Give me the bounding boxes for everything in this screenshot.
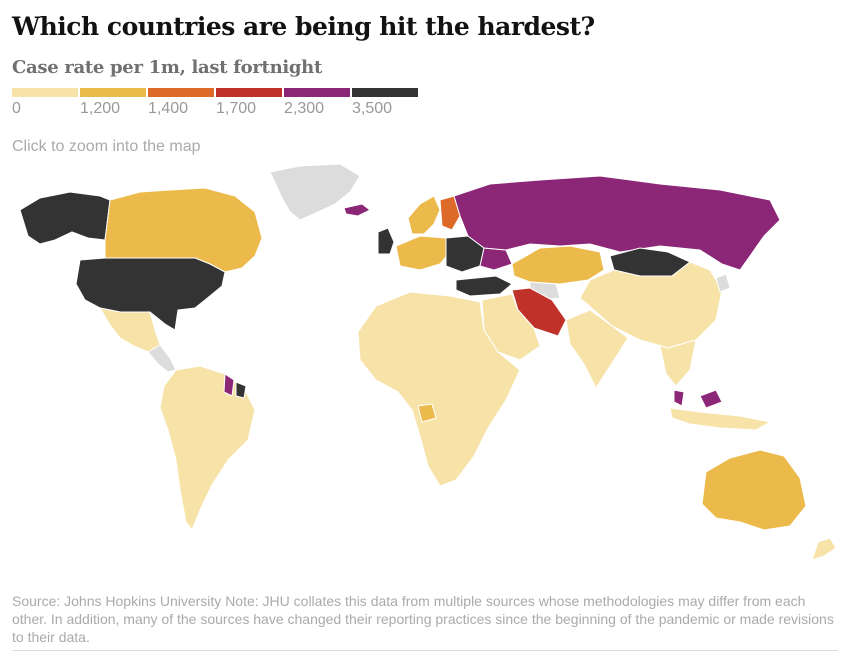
region-mexico[interactable] (99, 307, 161, 353)
map-title: Which countries are being hit the hardes… (12, 12, 595, 41)
region-indonesia[interactable] (669, 407, 771, 431)
region-kazakhstan[interactable] (511, 245, 605, 285)
legend-label: 1,700 (216, 100, 257, 117)
color-legend: 0 1,200 1,400 1,700 2,300 3,500 (12, 88, 422, 120)
legend-swatch (148, 88, 214, 97)
region-southeast-asia[interactable] (639, 339, 697, 387)
region-north-korea[interactable] (715, 273, 731, 293)
legend-label: 1,400 (148, 100, 189, 117)
legend-label: 0 (12, 100, 21, 117)
region-iceland[interactable] (343, 203, 371, 217)
region-india[interactable] (565, 309, 629, 389)
region-guyana[interactable] (223, 373, 235, 397)
region-alaska[interactable] (19, 191, 111, 245)
world-map[interactable] (0, 160, 848, 590)
region-gabon[interactable] (417, 403, 437, 423)
legend-swatch (12, 88, 78, 97)
legend-swatch (352, 88, 418, 97)
region-china[interactable] (579, 261, 723, 349)
map-subtitle: Case rate per 1m, last fortnight (12, 57, 322, 78)
legend-swatch (216, 88, 282, 97)
legend-label: 2,300 (284, 100, 325, 117)
legend-label: 3,500 (352, 100, 393, 117)
region-united-states[interactable] (75, 257, 226, 331)
map-svg[interactable] (0, 160, 848, 590)
legend-swatch (80, 88, 146, 97)
region-scandinavia[interactable] (407, 195, 441, 235)
region-malaysia[interactable] (673, 389, 723, 409)
region-australia[interactable] (701, 449, 807, 531)
legend-swatch (284, 88, 350, 97)
zoom-hint: Click to zoom into the map (12, 138, 201, 155)
region-united-kingdom[interactable] (377, 227, 395, 255)
region-french-guiana[interactable] (235, 381, 247, 399)
source-note: Source: Johns Hopkins University Note: J… (12, 592, 838, 651)
region-russia[interactable] (453, 175, 781, 271)
region-central-europe[interactable] (395, 235, 451, 271)
region-finland[interactable] (439, 195, 461, 231)
region-africa[interactable] (357, 291, 521, 487)
region-new-zealand[interactable] (811, 537, 837, 561)
region-ukraine[interactable] (479, 247, 513, 271)
legend-label: 1,200 (80, 100, 121, 117)
region-greenland[interactable] (269, 163, 361, 221)
region-turkey[interactable] (455, 275, 513, 297)
region-central-america[interactable] (147, 344, 177, 373)
